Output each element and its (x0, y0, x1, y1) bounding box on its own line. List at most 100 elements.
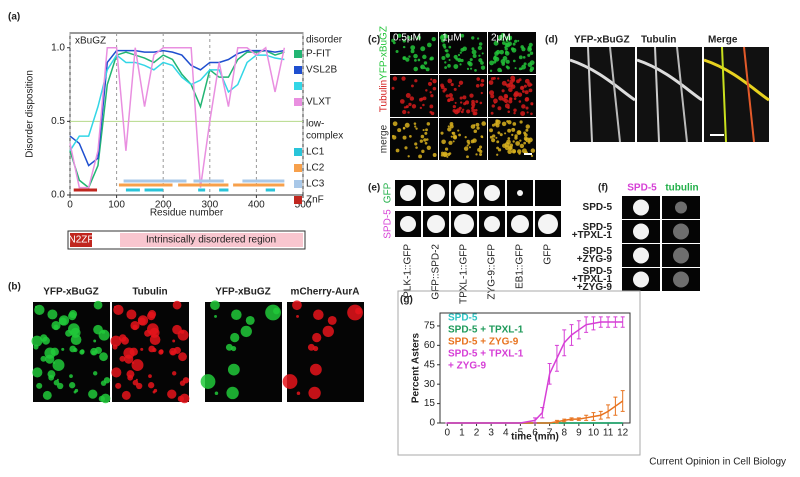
micro-blob (489, 60, 494, 66)
micro-blob (518, 67, 522, 71)
legend-label: SPD-5 (448, 313, 478, 324)
row-label: +TPXL-1 (572, 230, 613, 241)
error-bar (554, 344, 559, 372)
micro-blob (519, 143, 525, 149)
micro-blob (459, 96, 463, 100)
micro-blob (481, 52, 484, 55)
panel-label: (e) (368, 183, 380, 194)
error-bar (606, 404, 611, 419)
error-bar (591, 412, 596, 421)
micro-blob (449, 124, 454, 129)
micro-blob (152, 347, 157, 353)
micro-blob (519, 120, 523, 124)
micro-blob (402, 109, 407, 115)
error-bar (613, 396, 618, 416)
micro-blob (402, 56, 407, 61)
micro-blob (519, 85, 525, 91)
region-bar (233, 183, 285, 187)
micro-blob (464, 136, 467, 139)
micro-blob (491, 138, 496, 143)
micro-blob (521, 104, 526, 109)
x-tick-label: 400 (248, 200, 265, 211)
micro-blob (489, 69, 493, 73)
micro-blob (479, 152, 483, 156)
micro-blob (492, 76, 496, 80)
micro-blob (401, 76, 406, 81)
micro-blob (443, 45, 447, 49)
micro-blob (525, 124, 530, 129)
micro-blob (472, 138, 477, 143)
micro-blob (496, 153, 499, 156)
micro-blob (480, 61, 484, 65)
image-label: 0.5μM (393, 33, 421, 44)
micro-blob (442, 152, 448, 158)
micro-blob (504, 103, 510, 109)
micro-blob (511, 127, 516, 132)
micro-blob (426, 145, 431, 150)
micro-blob (405, 93, 411, 98)
micro-blob (510, 84, 516, 89)
micro-blob (508, 97, 513, 101)
error-bar (584, 414, 589, 421)
micro-blob (405, 105, 409, 109)
micro-blob (395, 49, 399, 53)
micro-blob (411, 104, 417, 109)
micro-blob (392, 121, 398, 127)
micro-blob (402, 45, 406, 49)
micro-blob (475, 153, 478, 156)
micro-blob (507, 110, 511, 114)
micro-blob (463, 146, 469, 151)
micro-blob (73, 347, 78, 353)
region-bar (265, 188, 276, 192)
micro-blob (496, 140, 500, 144)
micro-blob (409, 135, 412, 138)
y-axis-label: Disorder disposition (25, 70, 36, 158)
micro-blob (512, 122, 517, 126)
row-label: SPD-5 (583, 246, 613, 257)
micro-blob (225, 343, 233, 351)
x-tick-label: 5 (518, 428, 524, 439)
micro-blob (44, 347, 56, 359)
micro-blob (462, 95, 467, 100)
micro-blob (426, 122, 431, 126)
micro-blob (118, 334, 127, 342)
micro-blob (501, 80, 507, 86)
panel-label: (c) (368, 35, 380, 46)
micro-blob (430, 94, 434, 98)
micro-blob (447, 127, 452, 132)
y-tick-label: 1.0 (51, 42, 65, 53)
scale-bar (710, 134, 724, 136)
micro-blob (442, 89, 446, 93)
micrograph (535, 180, 561, 206)
region-bar (193, 179, 224, 183)
x-tick-label: 200 (155, 200, 172, 211)
micro-blob (495, 49, 501, 55)
micro-blob (327, 315, 337, 325)
micro-blob (135, 382, 143, 390)
micro-blob (400, 99, 405, 104)
micro-blob (415, 127, 418, 130)
micro-blob (502, 56, 508, 61)
micro-blob (411, 84, 414, 88)
micro-blob (421, 149, 425, 154)
micro-blob (476, 126, 480, 130)
micro-blob (527, 82, 532, 87)
image-label: tubulin (665, 183, 698, 194)
micro-blob (450, 82, 454, 87)
y-axis-label: Percent Asters (411, 332, 422, 403)
micro-blob (507, 137, 511, 140)
micro-blob (429, 104, 434, 109)
legend-label: VLXT (306, 97, 331, 108)
micro-blob (503, 93, 509, 99)
micro-blob (419, 106, 423, 110)
micro-blob (478, 145, 483, 149)
x-tick-label: 9 (576, 428, 582, 439)
micro-blob (447, 152, 451, 157)
micro-blob (633, 223, 649, 240)
micro-blob (513, 111, 516, 115)
micro-fiber (587, 46, 593, 143)
micro-blob (392, 135, 397, 140)
legend-label: SPD-5 + TPXL-1 (448, 349, 524, 360)
micro-blob (273, 307, 280, 315)
micro-blob (490, 94, 495, 99)
